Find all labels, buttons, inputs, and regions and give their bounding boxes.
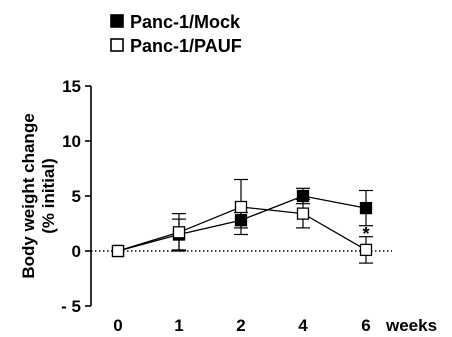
data-point-s1-0 [111, 244, 125, 258]
legend: Panc-1/Mock Panc-1/PAUF [110, 12, 242, 56]
data-point-s1-6 [359, 243, 373, 257]
y-tick-label: - 5 [61, 297, 81, 316]
annotations: * [362, 224, 369, 244]
data-point-s1-1 [172, 226, 186, 239]
series-line-1 [117, 206, 367, 252]
x-tick-label: 0 [113, 316, 122, 335]
data-point-s0-4 [296, 189, 310, 203]
y-tick-label: 10 [62, 132, 81, 151]
legend-label-0: Panc-1/Mock [130, 12, 241, 32]
data-point-s1-2 [234, 200, 248, 214]
x-axis-label: weeks [385, 316, 437, 335]
x-tick-label: 4 [298, 316, 308, 335]
legend-label-1: Panc-1/PAUF [130, 36, 242, 56]
y-axis-label-line2: (% initial) [39, 158, 58, 234]
data-point-s0-6 [359, 201, 373, 215]
x-tick-label: 1 [174, 316, 183, 335]
y-tick-label: 5 [72, 187, 81, 206]
data-markers [111, 189, 373, 258]
legend-marker-1 [110, 38, 124, 52]
data-point-s0-2 [234, 214, 248, 227]
legend-marker-0 [110, 14, 124, 28]
significance-star: * [362, 224, 369, 244]
data-point-s1-4 [296, 207, 310, 220]
x-tick-label: 6 [361, 316, 370, 335]
y-tick-label: 15 [62, 77, 81, 96]
y-axis-label-line1: Body weight change [19, 113, 38, 278]
x-tick-label: 2 [236, 316, 245, 335]
y-tick-label: 0 [72, 242, 81, 261]
y-axis-label: Body weight change(% initial) [19, 113, 58, 278]
